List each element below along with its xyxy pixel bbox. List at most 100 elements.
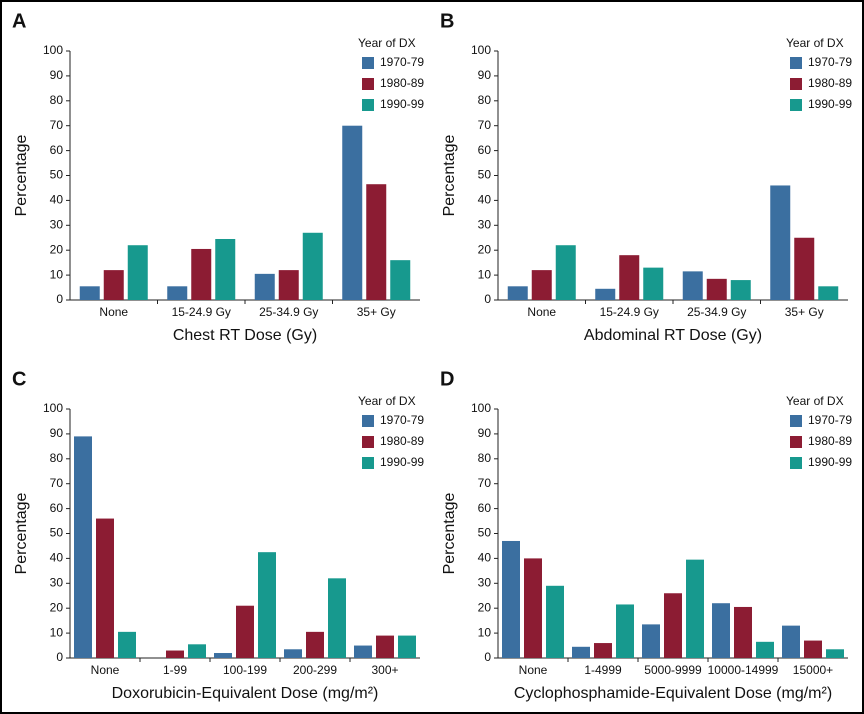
bar <box>643 267 664 300</box>
bar <box>730 280 751 300</box>
bar <box>376 635 394 658</box>
x-tick-label: 15-24.9 Gy <box>172 305 231 319</box>
y-tick-label: 100 <box>43 401 63 415</box>
y-tick-label: 50 <box>478 526 492 540</box>
bar <box>826 649 844 658</box>
y-tick-label: 0 <box>56 650 63 664</box>
legend-label: 1970-79 <box>380 55 424 69</box>
y-tick-label: 10 <box>50 625 64 639</box>
y-tick-label: 90 <box>478 426 492 440</box>
bar <box>686 559 704 658</box>
legend-swatch <box>790 415 802 427</box>
legend-swatch <box>790 457 802 469</box>
x-tick-label: 1-99 <box>163 663 187 677</box>
y-tick-label: 10 <box>50 267 64 281</box>
y-tick-label: 20 <box>50 600 64 614</box>
bar <box>278 270 299 300</box>
legend-swatch <box>790 57 802 69</box>
bar <box>103 270 124 300</box>
legend-swatch <box>790 99 802 111</box>
y-tick-label: 40 <box>478 551 492 565</box>
bar <box>619 255 640 300</box>
bar <box>366 184 387 300</box>
y-tick-label: 60 <box>50 143 64 157</box>
y-tick-label: 90 <box>50 426 64 440</box>
x-tick-label: 15000+ <box>793 663 833 677</box>
legend-title: Year of DX <box>786 394 844 408</box>
y-tick-label: 60 <box>478 501 492 515</box>
y-axis-label: Percentage <box>13 492 30 574</box>
x-tick-label: 15-24.9 Gy <box>600 305 659 319</box>
y-tick-label: 60 <box>478 143 492 157</box>
y-tick-label: 40 <box>478 193 492 207</box>
y-tick-label: 70 <box>478 476 492 490</box>
legend-label: 1980-89 <box>808 76 852 90</box>
y-tick-label: 100 <box>471 401 491 415</box>
bar <box>546 585 564 658</box>
bar <box>215 238 236 300</box>
bar <box>258 552 276 658</box>
x-tick-label: None <box>99 305 128 319</box>
x-tick-label: 25-34.9 Gy <box>687 305 746 319</box>
bar <box>616 604 634 658</box>
bar <box>306 631 324 658</box>
bar <box>354 645 372 658</box>
y-tick-label: 80 <box>50 451 64 465</box>
legend-label: 1990-99 <box>808 97 852 111</box>
bar <box>572 646 590 658</box>
panel: D Percentage 0 10 20 30 40 50 60 70 80 90 100 None 1-4… <box>440 368 852 702</box>
y-tick-label: 70 <box>478 118 492 132</box>
y-tick-label: 70 <box>50 476 64 490</box>
legend-label: 1980-89 <box>380 76 424 90</box>
bar <box>302 232 323 300</box>
bar <box>594 643 612 658</box>
bar <box>188 644 206 658</box>
y-tick-label: 40 <box>50 193 64 207</box>
bar <box>236 605 254 658</box>
legend-swatch <box>362 436 374 448</box>
bar <box>782 625 800 658</box>
bar <box>770 185 791 300</box>
x-axis-label: Doxorubicin-Equivalent Dose (mg/m²) <box>112 685 379 702</box>
bar <box>555 245 576 300</box>
y-tick-label: 60 <box>50 501 64 515</box>
bar <box>118 631 136 658</box>
y-tick-label: 50 <box>50 526 64 540</box>
x-axis-label: Chest RT Dose (Gy) <box>173 327 317 344</box>
y-tick-label: 90 <box>50 68 64 82</box>
x-tick-label: None <box>91 663 120 677</box>
legend-swatch <box>362 415 374 427</box>
legend-label: 1990-99 <box>380 455 424 469</box>
x-tick-label: 5000-9999 <box>644 663 702 677</box>
bar <box>79 286 100 300</box>
x-tick-label: 10000-14999 <box>708 663 779 677</box>
legend-title: Year of DX <box>358 36 416 50</box>
bar <box>502 540 520 658</box>
bar <box>664 593 682 658</box>
legend-label: 1970-79 <box>808 413 852 427</box>
y-tick-label: 50 <box>50 168 64 182</box>
bar <box>706 278 727 300</box>
bar <box>734 606 752 658</box>
panel: B Percentage 0 10 20 30 40 50 60 70 80 90 100 None 15-… <box>440 10 852 344</box>
bar <box>390 260 411 300</box>
bar <box>642 624 660 658</box>
x-tick-label: 300+ <box>371 663 398 677</box>
y-axis-label: Percentage <box>13 134 30 216</box>
legend-swatch <box>790 78 802 90</box>
x-axis-label: Abdominal RT Dose (Gy) <box>584 327 762 344</box>
panel-letter: B <box>440 10 454 32</box>
y-tick-label: 80 <box>478 93 492 107</box>
bar <box>398 635 416 658</box>
panel: C Percentage 0 10 20 30 40 50 60 70 80 90 100 None 1-9… <box>12 368 424 702</box>
bar <box>96 518 114 658</box>
x-tick-label: 1-4999 <box>584 663 622 677</box>
bar <box>531 270 552 300</box>
bar <box>254 273 275 300</box>
legend-label: 1990-99 <box>808 455 852 469</box>
x-tick-label: None <box>519 663 548 677</box>
bar <box>712 603 730 658</box>
